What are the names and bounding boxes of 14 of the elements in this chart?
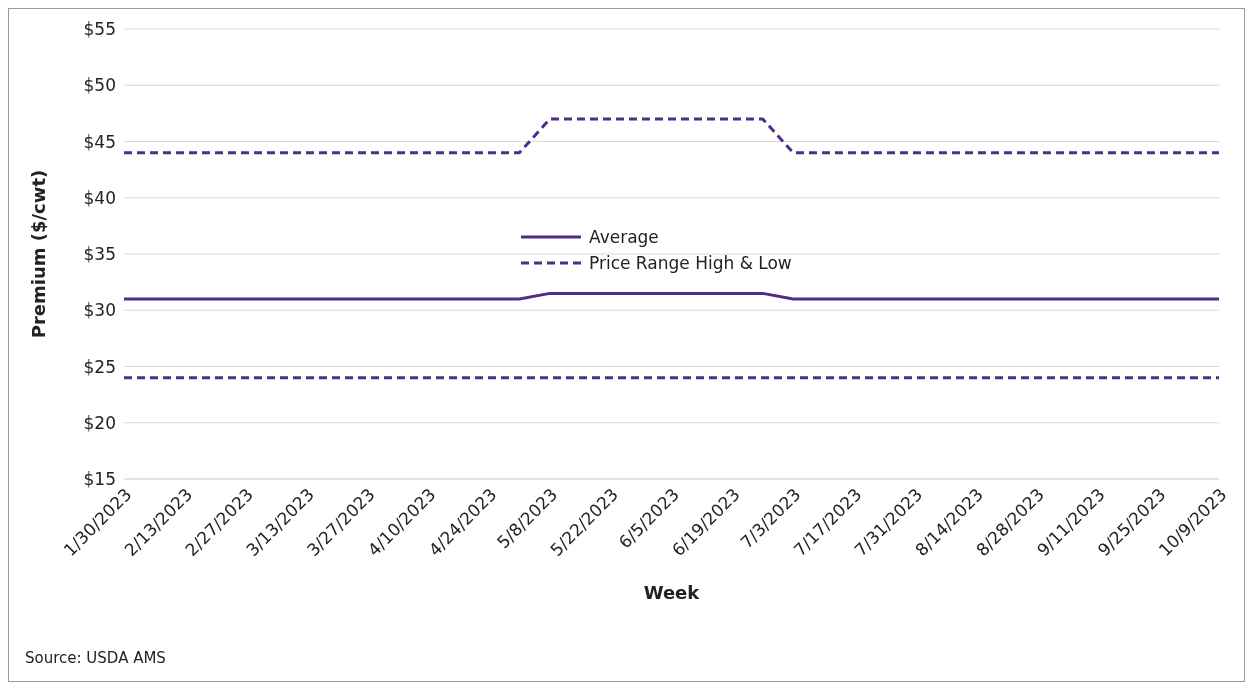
y-tick-label: $35 <box>83 244 116 265</box>
y-axis-title: Premium ($/cwt) <box>28 169 50 339</box>
x-axis-title: Week <box>643 582 701 603</box>
y-tick-label: $25 <box>83 356 116 377</box>
y-tick-label: $20 <box>83 412 116 433</box>
legend-label: Average <box>589 227 659 247</box>
y-tick-label: $50 <box>83 75 116 96</box>
source-note: Source: USDA AMS <box>25 649 166 667</box>
y-tick-label: $15 <box>83 469 116 490</box>
legend-label: Price Range High & Low <box>589 253 792 273</box>
y-tick-label: $55 <box>83 19 116 40</box>
y-tick-label: $40 <box>83 187 116 208</box>
y-tick-label: $45 <box>83 131 116 152</box>
y-tick-label: $30 <box>83 300 116 321</box>
